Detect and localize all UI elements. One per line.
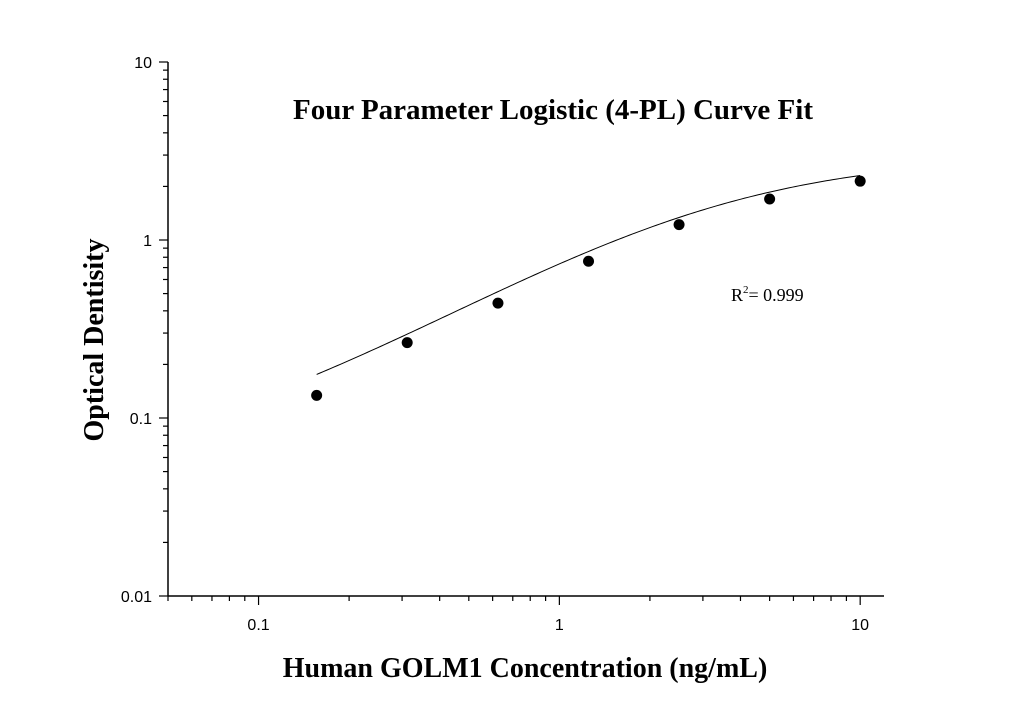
data-points: [311, 175, 866, 401]
y-tick-label: 1: [143, 233, 152, 250]
x-tick-label: 1: [555, 617, 564, 634]
data-point: [401, 337, 413, 349]
data-point: [583, 255, 595, 267]
y-axis-title: Optical Dentisity: [79, 239, 110, 442]
r-squared-base: R: [731, 285, 743, 305]
y-tick-label: 10: [134, 55, 152, 72]
chart-title: Four Parameter Logistic (4-PL) Curve Fit: [293, 94, 813, 126]
y-tick-label: 0.1: [130, 411, 152, 428]
r-squared-sup: 2: [743, 284, 749, 296]
x-axis-title: Human GOLM1 Concentration (ng/mL): [283, 653, 768, 684]
data-point: [673, 219, 685, 231]
y-tick-label: 0.01: [121, 589, 152, 606]
x-tick-label: 10: [851, 617, 869, 634]
data-point: [492, 297, 504, 309]
data-point: [764, 193, 776, 205]
axes: [167, 62, 884, 597]
data-point: [311, 389, 323, 401]
data-point: [854, 175, 866, 187]
r-squared-value: = 0.999: [749, 285, 804, 305]
x-ticks: 0.1 1 10: [167, 596, 869, 634]
y-ticks: 0.01 0.1 1 10: [121, 55, 168, 606]
fit-curve: [316, 175, 861, 375]
x-tick-label: 0.1: [247, 617, 269, 634]
r-squared-annotation: R2= 0.999: [731, 284, 804, 305]
